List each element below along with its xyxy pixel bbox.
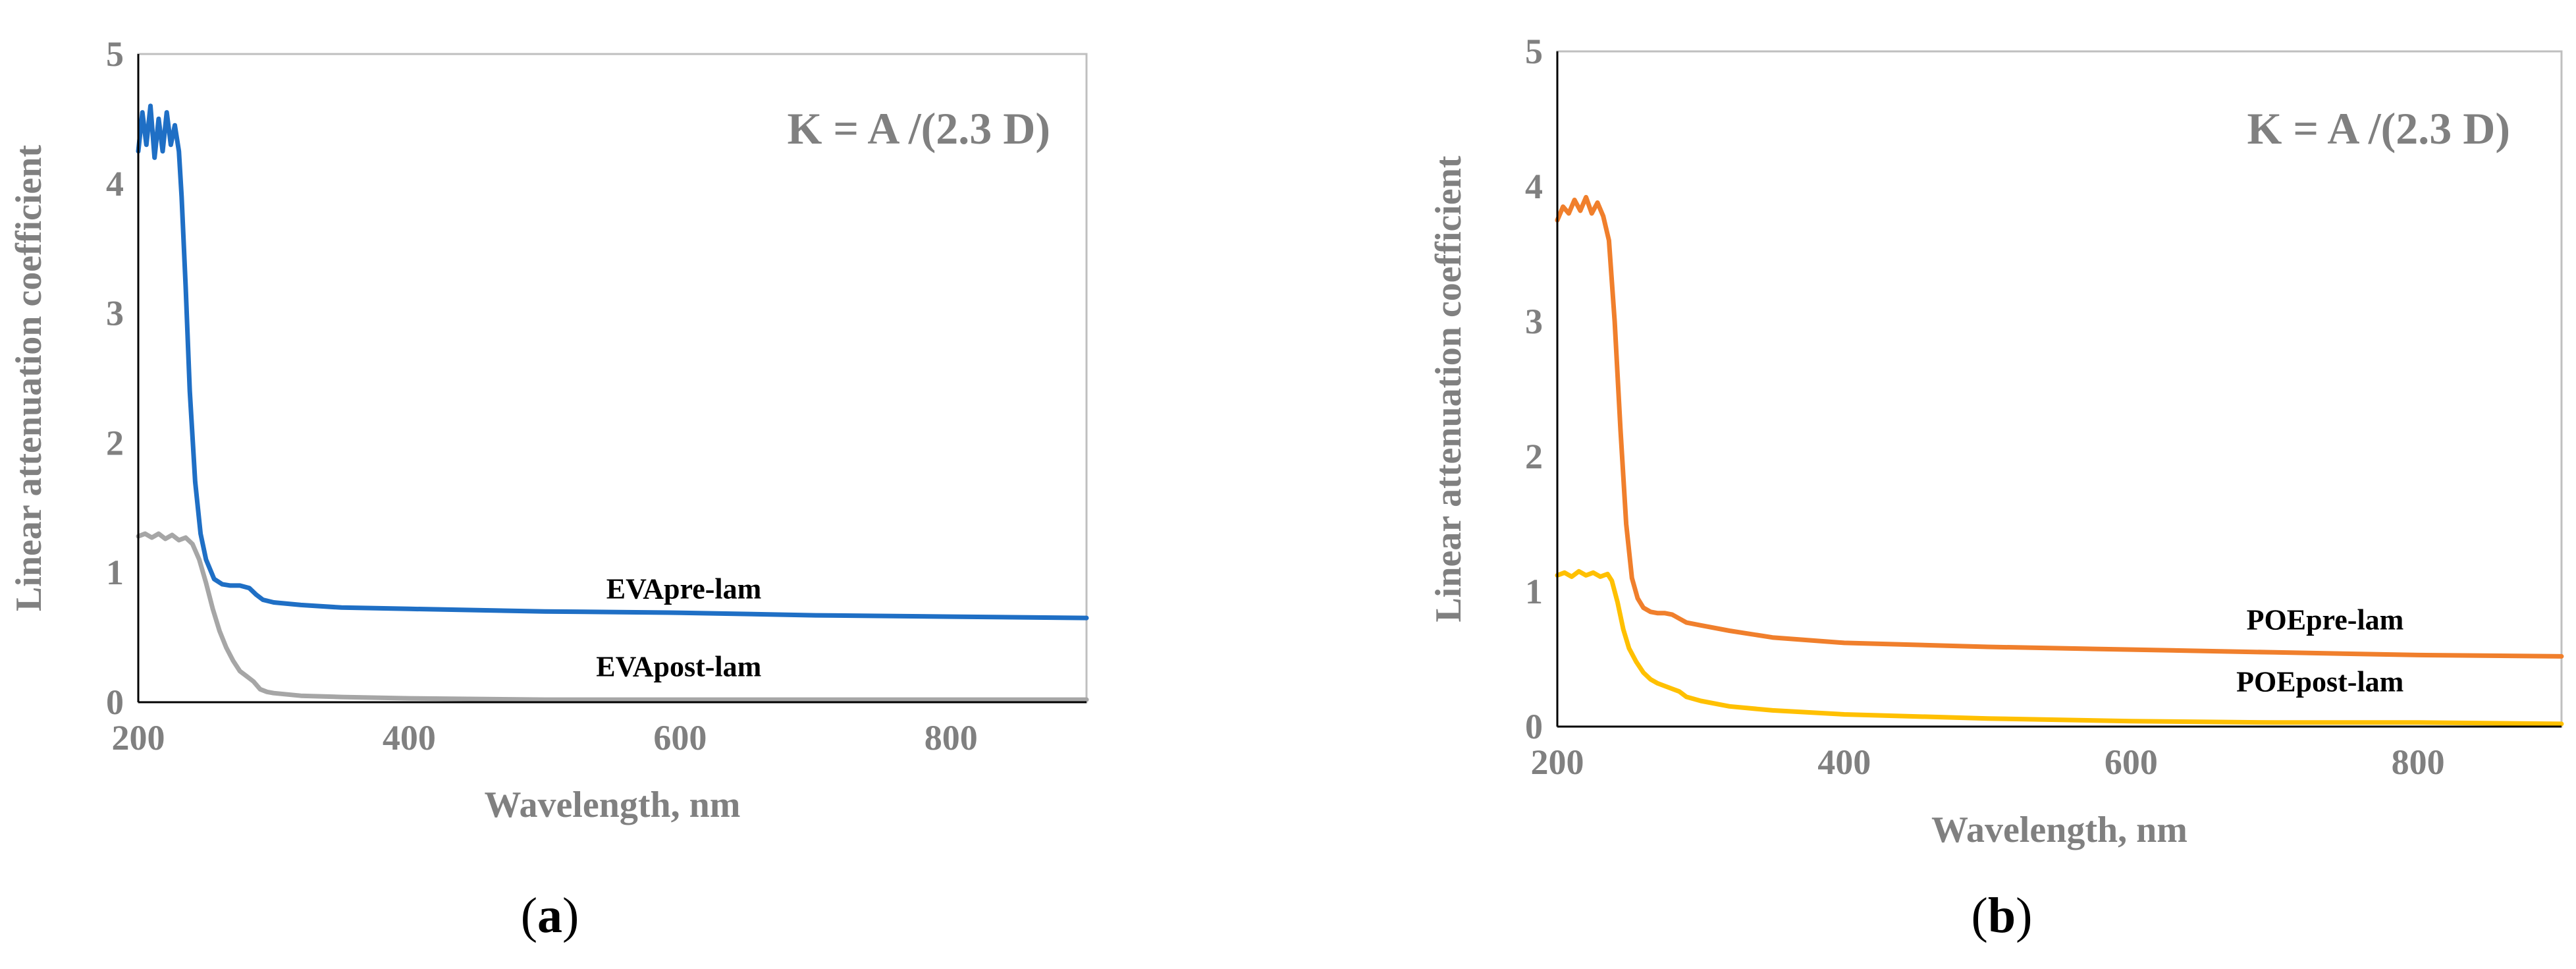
y-tick-label: 3	[1525, 302, 1543, 341]
y-tick-label: 4	[1525, 167, 1543, 206]
y-tick-label: 5	[1525, 32, 1543, 71]
series-label-evapre-lam: EVApre-lam	[606, 573, 762, 605]
y-axis-title: Linear attenuation coefficient	[1428, 155, 1469, 623]
x-tick-label: 600	[2105, 742, 2158, 782]
panel-caption: (a)	[521, 888, 579, 943]
formula-annotation: K = A /(2.3 D)	[787, 103, 1050, 153]
panel-caption: (b)	[1972, 888, 2033, 943]
series-line-evapre-lam	[136, 103, 1089, 621]
y-tick-label: 3	[106, 294, 124, 333]
caption-close-paren: )	[2016, 888, 2032, 943]
x-tick-label: 800	[2392, 742, 2445, 782]
y-tick-label: 4	[106, 164, 124, 204]
y-tick-label: 1	[1525, 572, 1543, 611]
series-line-evapost-lam	[136, 531, 1089, 702]
series-label-poepre-lam: POEpre-lam	[2247, 603, 2404, 636]
x-tick-label: 800	[925, 718, 978, 758]
caption-letter: a	[537, 888, 562, 943]
x-tick-label: 200	[1531, 742, 1584, 782]
series-line-poepost-lam	[1555, 568, 2564, 727]
y-tick-label: 1	[106, 553, 124, 592]
x-tick-label: 400	[1817, 742, 1871, 782]
y-tick-label: 2	[106, 423, 124, 462]
formula-annotation: K = A /(2.3 D)	[2247, 103, 2510, 153]
x-tick-labels: 200 400 600 800	[112, 718, 978, 758]
series-label-poepost-lam: POEpost-lam	[2236, 666, 2403, 698]
caption-open-paren: (	[1972, 888, 1988, 943]
y-tick-label: 0	[106, 682, 124, 722]
y-axis-title: Linear attenuation coefficient	[9, 145, 49, 612]
chart-panel-b: 0 1 2 3 4 5 200 400 600 800 POEpre-lam POEpost-la…	[1428, 32, 2564, 943]
series-lines	[1555, 194, 2564, 727]
x-tick-labels: 200 400 600 800	[1531, 742, 2445, 782]
series-line-poepre-lam	[1555, 194, 2564, 659]
x-axis-title: Wavelength, nm	[485, 785, 741, 825]
caption-close-paren: )	[562, 888, 579, 943]
chart-panel-a: 0 1 2 3 4 5 200 400 600 800 EVApre-lam EVApost-la…	[9, 34, 1089, 943]
x-axis-title: Wavelength, nm	[1931, 810, 2187, 850]
x-tick-label: 600	[653, 718, 707, 758]
x-tick-label: 400	[383, 718, 436, 758]
series-lines	[136, 103, 1089, 702]
series-labels: POEpre-lam POEpost-lam	[2236, 603, 2403, 698]
y-tick-labels: 0 1 2 3 4 5	[106, 34, 124, 722]
y-tick-label: 2	[1525, 437, 1543, 476]
caption-open-paren: (	[521, 888, 537, 943]
series-labels: EVApre-lam EVApost-lam	[596, 573, 761, 683]
series-label-evapost-lam: EVApost-lam	[596, 651, 761, 683]
y-tick-labels: 0 1 2 3 4 5	[1525, 32, 1543, 746]
y-tick-label: 0	[1525, 707, 1543, 746]
y-tick-label: 5	[106, 34, 124, 74]
x-tick-label: 200	[112, 718, 165, 758]
caption-letter: b	[1988, 888, 2016, 943]
